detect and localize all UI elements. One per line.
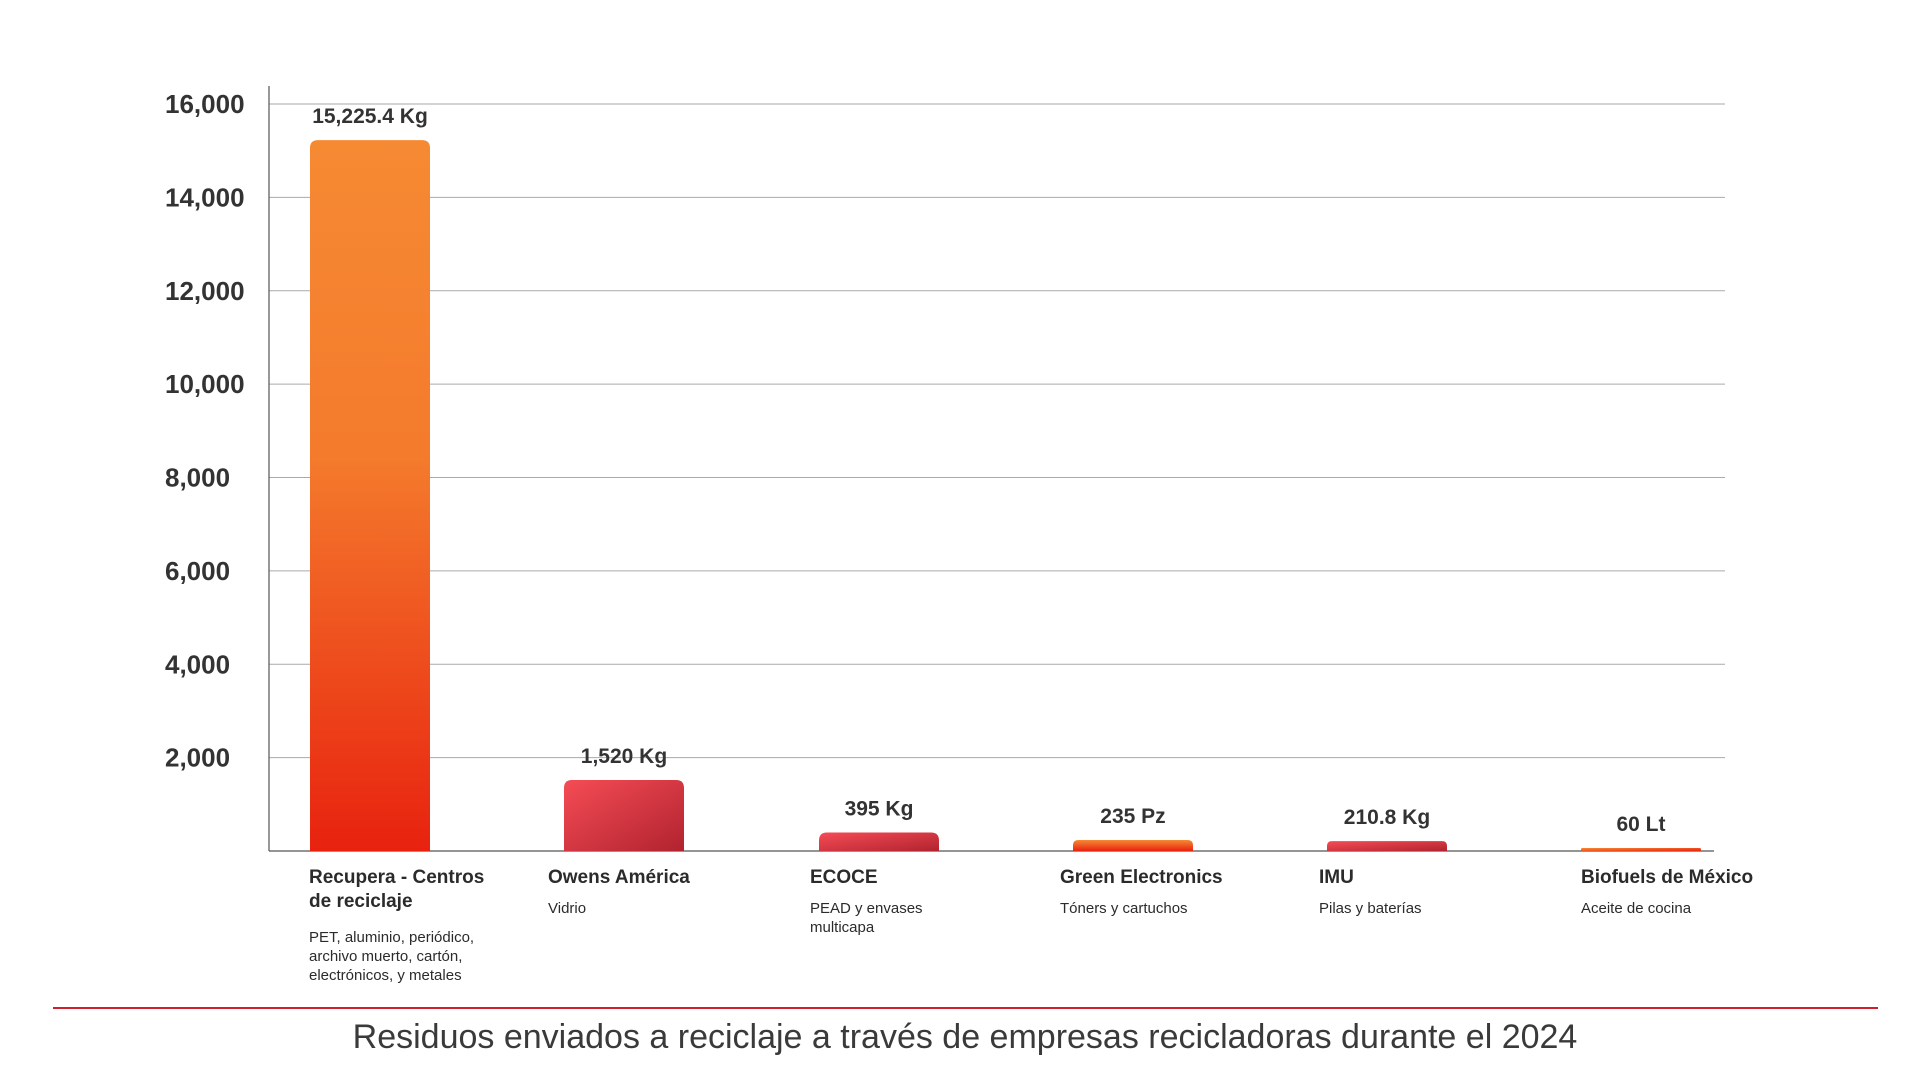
- data-label: 210.8 Kg: [1344, 806, 1430, 829]
- data-label: 60 Lt: [1616, 813, 1665, 836]
- category-description: Pilas y baterías: [1319, 900, 1422, 917]
- bar-chart: 2,000 4,000 6,000 8,000 10,000 12,000 14,000 16…: [165, 86, 1725, 852]
- chart-title: Residuos enviados a reciclaje a través d…: [352, 1018, 1578, 1056]
- title-divider: [53, 1007, 1878, 1009]
- y-tick-label: 14,000: [165, 182, 245, 212]
- gridlines: [269, 103, 1725, 759]
- y-tick-label: 10,000: [165, 369, 245, 399]
- category-label: ECOCE: [810, 867, 878, 888]
- bars: [310, 140, 1701, 852]
- data-label: 1,520 Kg: [581, 745, 667, 768]
- category-label: Recupera - Centros de reciclaje: [309, 867, 485, 913]
- data-label: 15,225.4 Kg: [312, 105, 428, 128]
- category-description: PET, aluminio, periódico, archivo muerto…: [309, 929, 475, 984]
- axes: 2,000 4,000 6,000 8,000 10,000 12,000 14,000 16…: [165, 86, 1714, 852]
- category-description: PEAD y envases multicapa: [810, 900, 923, 936]
- category-description: Aceite de cocina: [1581, 900, 1692, 917]
- category-label: IMU: [1319, 867, 1354, 888]
- bar: [1327, 841, 1447, 851]
- bar: [1073, 840, 1193, 851]
- y-tick-label: 12,000: [165, 276, 245, 306]
- y-tick-label: 6,000: [165, 556, 230, 586]
- y-tick-label: 16,000: [165, 89, 245, 119]
- bar: [310, 140, 430, 852]
- bar: [1581, 848, 1701, 851]
- category-description: Tóners y cartuchos: [1060, 900, 1188, 917]
- data-label: 395 Kg: [845, 798, 914, 821]
- data-labels: 15,225.4 Kg 1,520 Kg 395 Kg 235 Pz 210.8 Kg 6…: [312, 105, 1665, 836]
- y-tick-label: 2,000: [165, 743, 230, 773]
- bar: [564, 780, 684, 851]
- y-tick-label: 4,000: [165, 649, 230, 679]
- data-label: 235 Pz: [1100, 805, 1165, 828]
- y-tick-label: 8,000: [165, 463, 230, 493]
- category-label: Owens América: [548, 867, 690, 888]
- bar: [819, 832, 939, 851]
- category-label: Green Electronics: [1060, 867, 1223, 888]
- category-label: Biofuels de México: [1581, 867, 1754, 888]
- category-description: Vidrio: [548, 900, 587, 917]
